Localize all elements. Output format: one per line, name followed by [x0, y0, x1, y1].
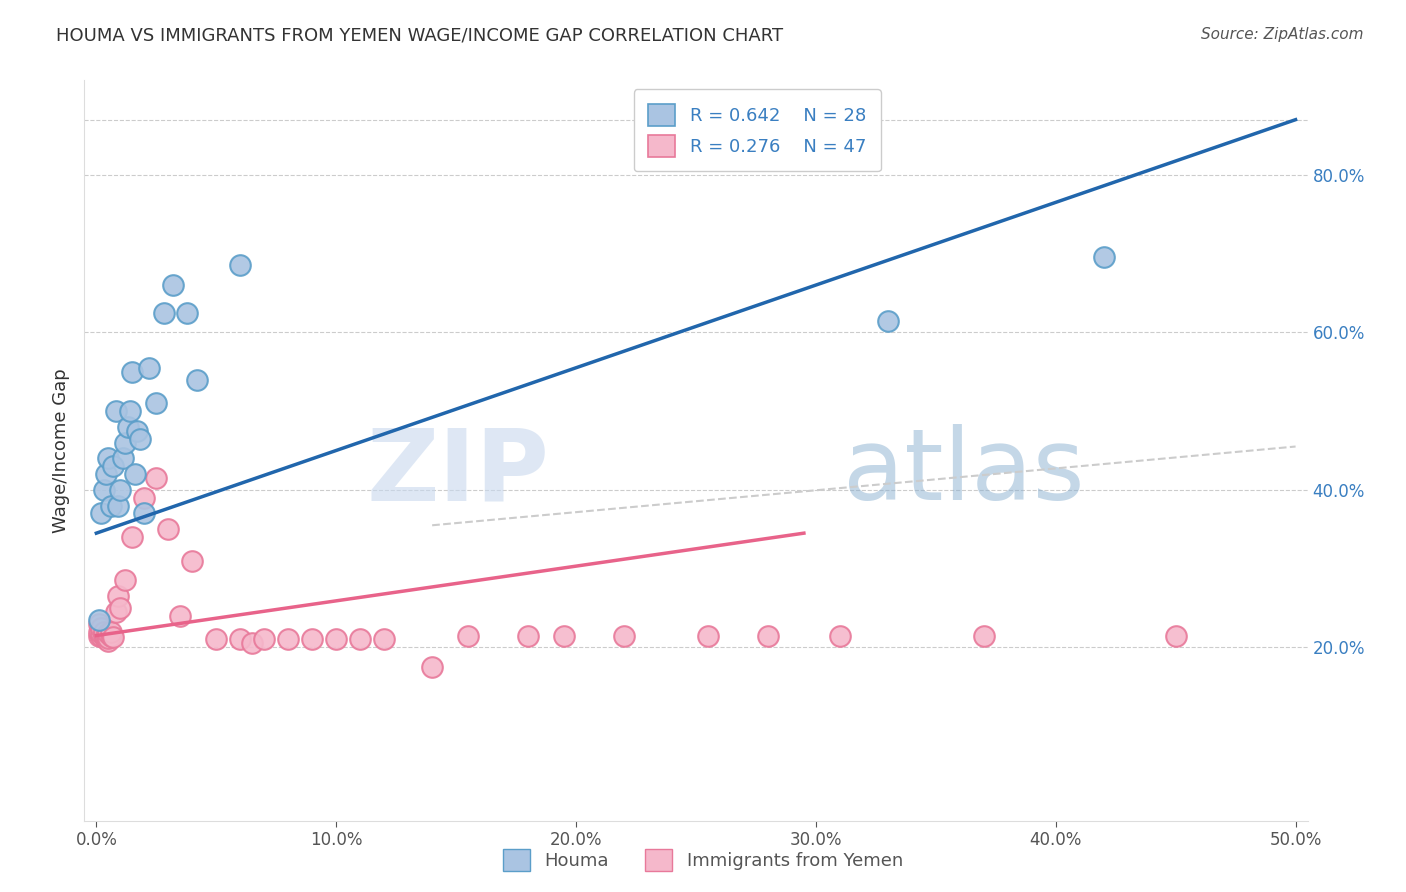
- Point: [229, 259, 252, 273]
- Text: Source: ZipAtlas.com: Source: ZipAtlas.com: [1201, 27, 1364, 42]
- Point: [876, 313, 898, 327]
- Point: [325, 632, 347, 647]
- Point: [87, 628, 110, 642]
- Point: [145, 471, 167, 485]
- Text: HOUMA VS IMMIGRANTS FROM YEMEN WAGE/INCOME GAP CORRELATION CHART: HOUMA VS IMMIGRANTS FROM YEMEN WAGE/INCO…: [56, 27, 783, 45]
- Point: [104, 605, 127, 619]
- Point: [205, 632, 228, 647]
- Point: [93, 628, 115, 642]
- Point: [697, 628, 720, 642]
- Point: [94, 467, 117, 481]
- Legend: Houma, Immigrants from Yemen: Houma, Immigrants from Yemen: [496, 842, 910, 879]
- Point: [87, 616, 110, 631]
- Point: [94, 628, 117, 642]
- Point: [176, 305, 198, 319]
- Point: [457, 628, 479, 642]
- Point: [277, 632, 299, 647]
- Point: [100, 628, 122, 642]
- Legend: R = 0.642    N = 28, R = 0.276    N = 47: R = 0.642 N = 28, R = 0.276 N = 47: [634, 89, 880, 171]
- Point: [100, 499, 122, 513]
- Point: [162, 278, 184, 293]
- Point: [553, 628, 575, 642]
- Point: [118, 404, 141, 418]
- Point: [93, 624, 115, 639]
- Point: [97, 628, 120, 642]
- Point: [97, 634, 120, 648]
- Point: [114, 574, 136, 588]
- Point: [97, 631, 120, 645]
- Point: [124, 467, 146, 481]
- Point: [90, 621, 112, 635]
- Point: [101, 630, 124, 644]
- Point: [240, 636, 263, 650]
- Point: [101, 459, 124, 474]
- Point: [97, 626, 120, 640]
- Point: [121, 365, 143, 379]
- Point: [756, 628, 779, 642]
- Point: [613, 628, 636, 642]
- Point: [94, 632, 117, 647]
- Point: [97, 451, 120, 466]
- Point: [107, 589, 129, 603]
- Point: [127, 424, 149, 438]
- Point: [110, 601, 132, 615]
- Point: [107, 499, 129, 513]
- Point: [93, 626, 115, 640]
- Point: [87, 624, 110, 639]
- Point: [145, 396, 167, 410]
- Point: [517, 628, 540, 642]
- Point: [138, 360, 160, 375]
- Text: ZIP: ZIP: [367, 425, 550, 521]
- Point: [90, 626, 112, 640]
- Point: [121, 530, 143, 544]
- Point: [301, 632, 323, 647]
- Point: [104, 404, 127, 418]
- Point: [90, 628, 112, 642]
- Point: [1092, 251, 1115, 265]
- Point: [253, 632, 276, 647]
- Point: [169, 608, 191, 623]
- Point: [828, 628, 851, 642]
- Point: [111, 451, 134, 466]
- Text: atlas: atlas: [842, 425, 1084, 521]
- Point: [110, 483, 132, 497]
- Point: [186, 373, 208, 387]
- Point: [152, 305, 174, 319]
- Point: [100, 624, 122, 639]
- Point: [157, 522, 180, 536]
- Point: [181, 554, 204, 568]
- Point: [1164, 628, 1187, 642]
- Point: [90, 507, 112, 521]
- Point: [420, 660, 443, 674]
- Point: [128, 432, 150, 446]
- Point: [134, 491, 156, 505]
- Point: [349, 632, 371, 647]
- Point: [373, 632, 395, 647]
- Point: [229, 632, 252, 647]
- Point: [117, 420, 139, 434]
- Point: [114, 435, 136, 450]
- Point: [87, 613, 110, 627]
- Point: [93, 483, 115, 497]
- Y-axis label: Wage/Income Gap: Wage/Income Gap: [52, 368, 70, 533]
- Point: [134, 507, 156, 521]
- Point: [973, 628, 995, 642]
